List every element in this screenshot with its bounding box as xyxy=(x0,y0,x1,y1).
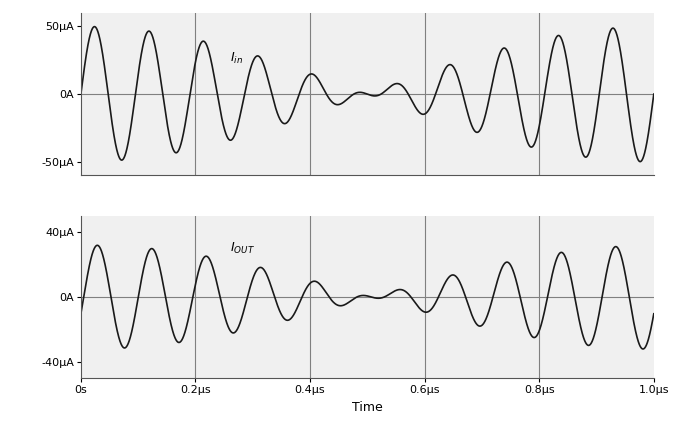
X-axis label: Time: Time xyxy=(352,401,383,414)
Text: I$_{OUT}$: I$_{OUT}$ xyxy=(230,241,255,256)
Text: I$_{in}$: I$_{in}$ xyxy=(230,51,243,66)
